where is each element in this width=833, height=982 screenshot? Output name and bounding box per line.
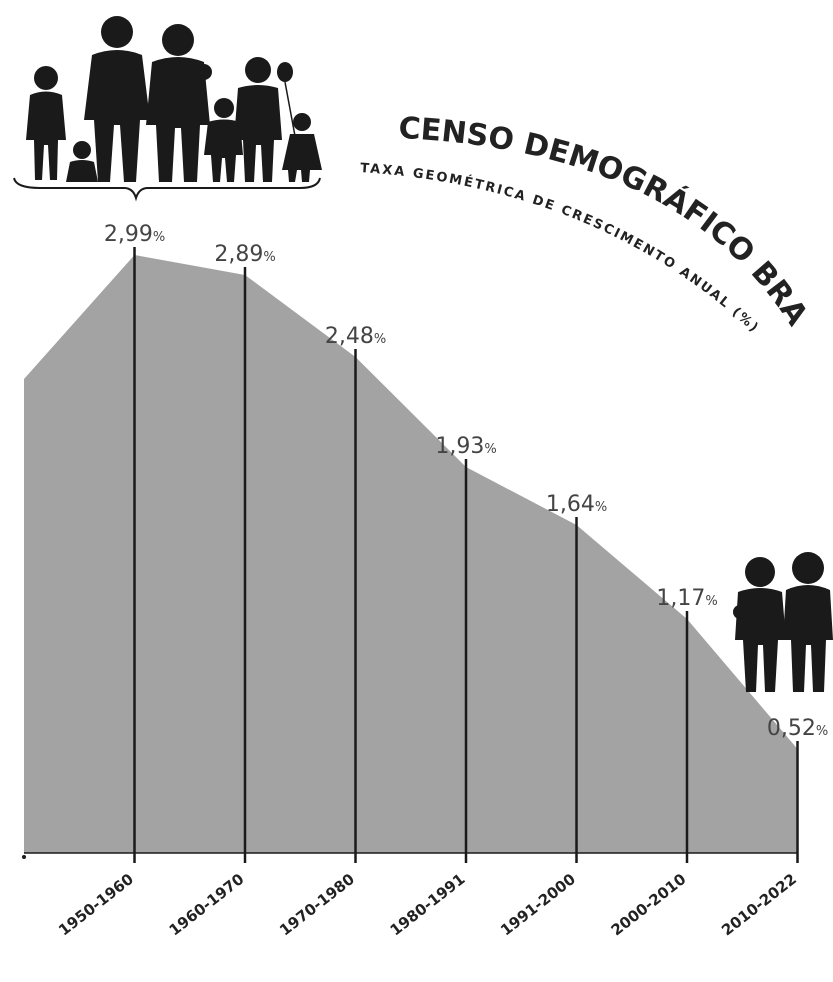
x-tick-label-1950-1960: 1950-1960 [55,870,137,939]
data-label-1950-1960: 2,99% [104,222,165,247]
data-label-2000-2010: 1,17% [656,586,717,611]
labels-layer: 2,99% 2,89% 2,48% 1,93% 1,64% 1,17% 0,52% [104,222,828,741]
x-tick-label-2000-2010: 2000-2010 [608,870,690,939]
ticks-layer: 1950-1960 1960-1970 1970-1980 1980-1991 1991… [55,870,800,939]
x-tick-label-1991-2000: 1991-2000 [497,870,579,939]
x-tick-label-1960-1970: 1960-1970 [166,870,248,939]
data-label-2010-2022: 0,52% [767,716,828,741]
family-icon [13,16,322,202]
data-label-1991-2000: 1,64% [546,492,607,517]
lines-layer [22,247,799,863]
x-tick-label-2010-2022: 2010-2022 [718,870,800,939]
x-tick-label-1980-1991: 1980-1991 [387,870,469,939]
data-label-1970-1980: 2,48% [325,324,386,349]
couple-icon [733,552,833,692]
data-label-1980-1991: 1,93% [435,434,496,459]
x-axis-start-mark [22,855,26,859]
area-layer [24,255,798,853]
chart-subtitle: TAXA GEOMÉTRICA DE CRESCIMENTO ANUAL (%) [360,161,762,337]
growth-area [24,255,798,853]
data-label-1960-1970: 2,89% [214,242,275,267]
x-tick-label-1970-1980: 1970-1980 [276,870,358,939]
